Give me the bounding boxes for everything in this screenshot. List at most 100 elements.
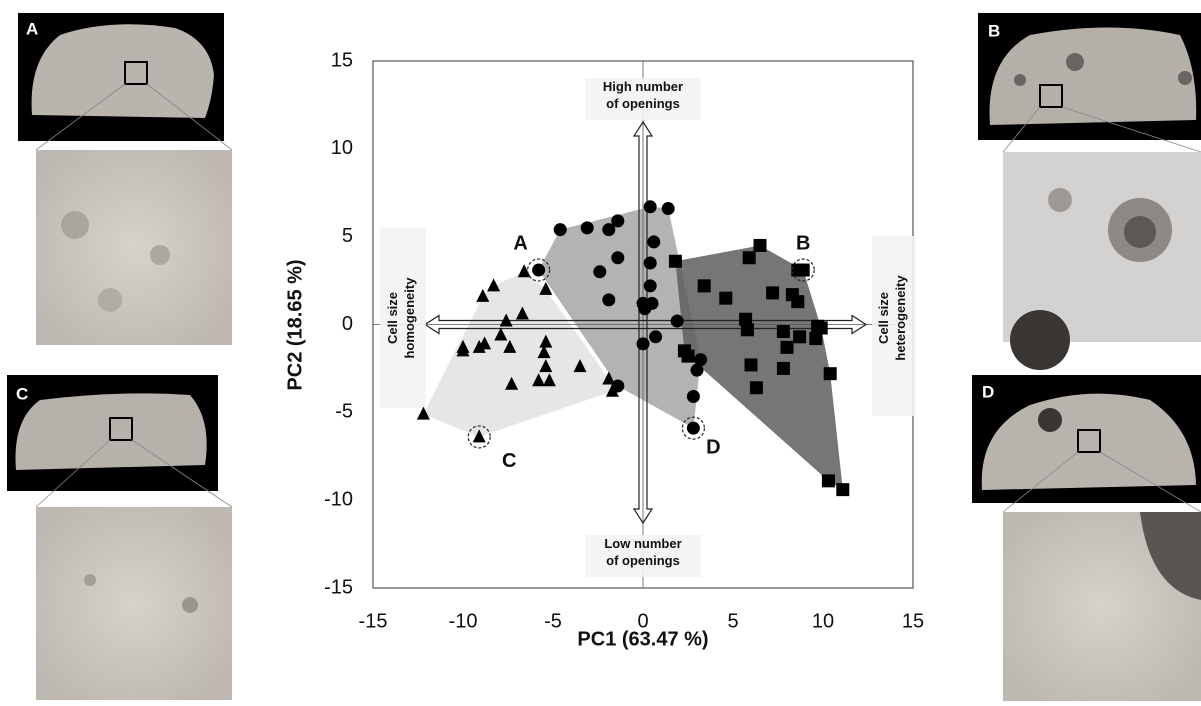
point [532,373,546,387]
point [809,332,823,346]
group-hull [423,271,613,437]
point-label: D [706,436,720,458]
photo-d [972,375,1201,701]
y-tick-label: 15 [331,49,353,71]
point [494,327,508,341]
point [796,263,810,277]
point [636,337,650,351]
panel-label: B [988,21,1000,40]
y-tick-label: 10 [331,137,353,159]
y-tick-label: -10 [324,488,353,510]
point [645,296,659,310]
point [602,371,616,385]
point [472,429,486,443]
point [753,238,767,252]
point [686,421,700,435]
point [539,334,553,348]
point [611,251,625,265]
point [661,202,675,216]
point-label: B [796,232,810,254]
point [539,281,553,295]
double-arrow [632,120,654,525]
point [515,306,529,320]
point [686,390,700,404]
point [539,359,553,373]
point [605,383,619,397]
point [776,361,790,375]
point [821,474,835,488]
point [719,291,733,305]
x-tick-label: -15 [359,610,388,632]
x-tick-label: 10 [812,610,834,632]
group-hull [538,206,701,429]
point [532,263,546,277]
point [647,235,661,249]
photo-c [7,375,233,700]
point [503,339,517,353]
point [791,295,805,309]
point [537,345,551,359]
x-tick-label: -10 [449,610,478,632]
photo-a [18,13,233,345]
point [602,223,616,237]
axis-annotation: Low number [604,536,681,551]
point [542,373,556,387]
x-tick-label: 15 [902,610,924,632]
y-axis-label: PC2 (18.65 %) [284,259,306,390]
point [580,221,594,235]
panel-label: A [26,19,38,38]
double-arrow [423,314,868,335]
point [602,293,616,307]
point [697,279,711,293]
point [643,256,657,270]
point [611,379,625,393]
point [776,325,790,339]
point-label: C [502,450,516,472]
panel-label: C [16,384,28,403]
point [814,321,828,335]
point [823,367,837,381]
highlight-ring [681,416,706,440]
point [744,358,758,372]
point [499,313,513,327]
axis-annotation: Cell size [385,292,400,344]
highlight-ring [791,258,815,282]
point [742,251,756,265]
x-tick-label: 5 [727,610,738,632]
axis-annotation: of openings [606,96,680,111]
point [611,214,625,228]
axis-annotation: heterogeneity [893,275,908,361]
point [476,288,490,302]
highlight-ring [526,258,551,282]
photo-b [978,13,1201,370]
point [793,330,807,344]
point [694,353,708,367]
point [416,406,430,420]
axis-annotation: High number [603,79,683,94]
point [670,314,684,328]
panel-label: D [982,382,994,401]
y-tick-label: 0 [342,313,353,335]
point [593,265,607,279]
x-tick-label: 0 [637,610,648,632]
point [668,254,682,268]
annotation-box [380,228,426,408]
y-tick-label: 5 [342,225,353,247]
x-tick-label: -5 [544,610,562,632]
axis-annotation: of openings [606,553,680,568]
annotation-box [585,535,701,577]
x-axis-label: PC1 (63.47 %) [577,628,708,650]
y-tick-label: -5 [335,401,353,423]
point [739,312,753,326]
point [780,340,794,354]
point [472,339,486,353]
annotation-box [585,78,701,120]
axis-annotation: homogeneity [402,277,417,359]
point [766,286,780,300]
point [836,483,850,497]
highlight-ring [467,425,491,449]
point [681,349,695,363]
point [517,264,531,278]
point [487,278,501,292]
point [643,279,657,293]
